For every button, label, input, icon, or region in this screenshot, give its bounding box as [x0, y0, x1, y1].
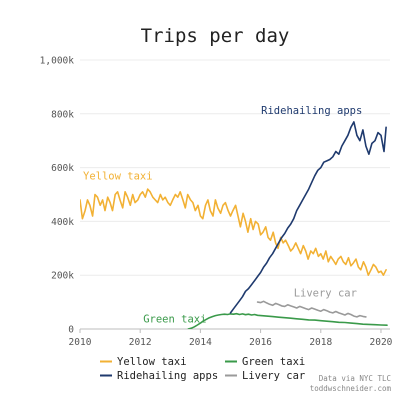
y-tick-label: 200k	[51, 271, 74, 282]
series-line-green-taxi	[187, 312, 388, 329]
legend-label-green-taxi: Green taxi	[242, 356, 305, 368]
annotation-yellow-taxi: Yellow taxi	[83, 171, 153, 183]
credit-line: toddwschneider.com	[310, 384, 392, 393]
legend-label-yellow-taxi: Yellow taxi	[117, 356, 187, 368]
x-tick-label: 2010	[69, 337, 92, 348]
series-line-yellow-taxi	[80, 188, 387, 277]
y-tick-label: 600k	[51, 163, 74, 174]
annotation-livery-car: Livery car	[294, 288, 357, 300]
annotation-ridehailing-apps: Ridehailing apps	[261, 105, 362, 117]
y-tick-label: 400k	[51, 217, 74, 228]
y-tick-label: 1,000k	[40, 56, 75, 67]
chart-title: Trips per day	[141, 25, 290, 47]
series-lines	[80, 121, 388, 329]
series-line-ridehailing-apps	[229, 121, 387, 314]
credit-line: Data via NYC TLC	[319, 374, 391, 383]
y-tick-label: 800k	[51, 109, 74, 120]
legend-label-livery-car: Livery car	[242, 370, 305, 382]
x-tick-label: 2012	[129, 337, 152, 348]
legend-label-ridehailing-apps: Ridehailing apps	[117, 370, 218, 382]
x-tick-label: 2018	[309, 337, 332, 348]
x-tick-label: 2014	[189, 337, 212, 348]
axes: 0 200k 400k 600k 800k 1,000k 2010 2012 2014 2016 2…	[40, 56, 393, 349]
y-tick-label: 0	[68, 325, 74, 336]
legend: Yellow taxi Green taxi Ridehailing apps Liv…	[100, 356, 305, 382]
series-line-livery-car	[256, 300, 367, 318]
series-annotations: Yellow taxi Ridehailing apps Livery car Gre…	[83, 105, 362, 325]
grid-lines	[80, 59, 390, 330]
x-tick-label: 2016	[249, 337, 272, 348]
annotation-green-taxi: Green taxi	[143, 313, 206, 325]
x-tick-label: 2020	[370, 337, 393, 348]
